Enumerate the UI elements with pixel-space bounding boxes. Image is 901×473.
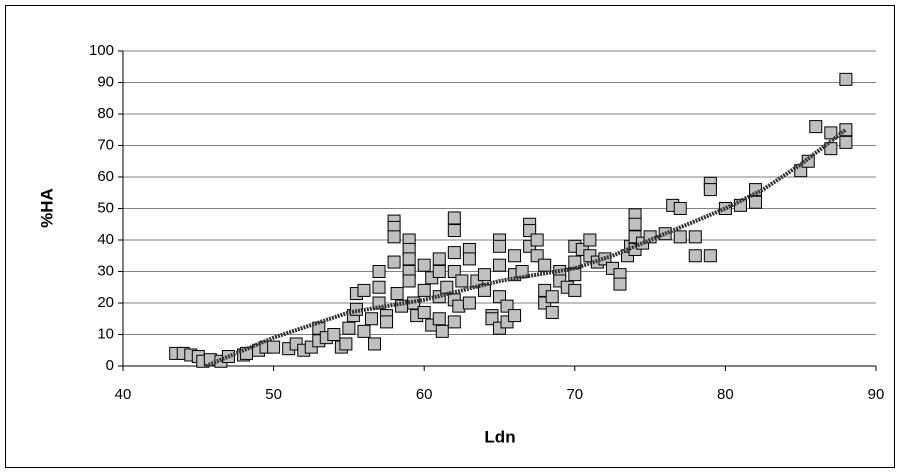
point	[387, 255, 401, 269]
y-tick-label: 10	[97, 325, 114, 342]
point	[435, 324, 449, 338]
point	[568, 268, 582, 282]
trendline	[205, 128, 848, 368]
x-tick-label: 60	[416, 386, 433, 403]
y-tick-label: 50	[97, 199, 114, 216]
point	[380, 315, 394, 329]
point	[824, 142, 838, 156]
point	[357, 283, 371, 297]
y-tick-label: 30	[97, 262, 114, 279]
point	[673, 202, 687, 215]
point	[432, 312, 446, 326]
point	[568, 255, 582, 269]
point	[688, 230, 702, 244]
point	[462, 252, 476, 266]
point	[372, 280, 386, 294]
point	[357, 324, 371, 338]
point	[447, 315, 461, 329]
point	[493, 239, 506, 253]
x-tick-label: 50	[265, 386, 282, 403]
point	[839, 123, 853, 137]
point	[407, 296, 421, 310]
point	[801, 154, 815, 168]
point	[462, 296, 476, 310]
y-tick-label: 90	[97, 73, 114, 90]
y-tick-label: 0	[106, 357, 114, 374]
point	[327, 328, 341, 341]
point	[749, 183, 763, 197]
point	[515, 265, 529, 278]
y-axis-title: %HA	[37, 188, 56, 228]
point	[267, 340, 281, 354]
point	[508, 309, 522, 323]
point	[447, 246, 461, 260]
point	[673, 230, 687, 244]
point	[440, 280, 454, 294]
point	[432, 265, 446, 278]
point	[628, 217, 642, 231]
point	[372, 265, 386, 278]
y-tick-label: 60	[97, 168, 114, 185]
x-axis-title: Ldn	[484, 427, 515, 446]
point	[390, 287, 404, 301]
point	[530, 233, 544, 247]
point	[455, 274, 469, 288]
point	[839, 72, 853, 86]
point	[417, 258, 431, 272]
point	[417, 283, 431, 297]
point	[568, 283, 582, 297]
point	[368, 337, 382, 351]
point	[613, 277, 627, 291]
y-tick-label: 100	[89, 42, 114, 59]
point	[447, 224, 461, 238]
point	[342, 321, 356, 335]
y-tick-label: 70	[97, 136, 114, 153]
y-tick-label: 80	[97, 105, 114, 122]
point	[364, 312, 378, 326]
x-tick-label: 40	[115, 386, 132, 403]
point	[432, 252, 446, 266]
y-tick-label: 40	[97, 231, 114, 248]
point	[387, 230, 401, 244]
point	[508, 249, 522, 263]
point	[749, 195, 763, 209]
point	[447, 211, 461, 225]
point	[703, 183, 717, 197]
point	[402, 274, 416, 288]
point	[839, 135, 853, 149]
point	[545, 290, 559, 304]
point	[688, 249, 702, 263]
point	[417, 305, 431, 319]
point	[493, 258, 506, 272]
x-tick-label: 70	[566, 386, 583, 403]
y-tick-label: 20	[97, 294, 114, 311]
x-tick-label: 90	[868, 386, 885, 403]
point	[538, 258, 552, 272]
point	[477, 268, 491, 282]
point	[402, 252, 416, 266]
point	[703, 249, 717, 263]
point	[583, 233, 597, 247]
x-tick-label: 80	[717, 386, 734, 403]
point	[545, 305, 559, 319]
point	[339, 337, 353, 351]
point	[809, 120, 823, 134]
